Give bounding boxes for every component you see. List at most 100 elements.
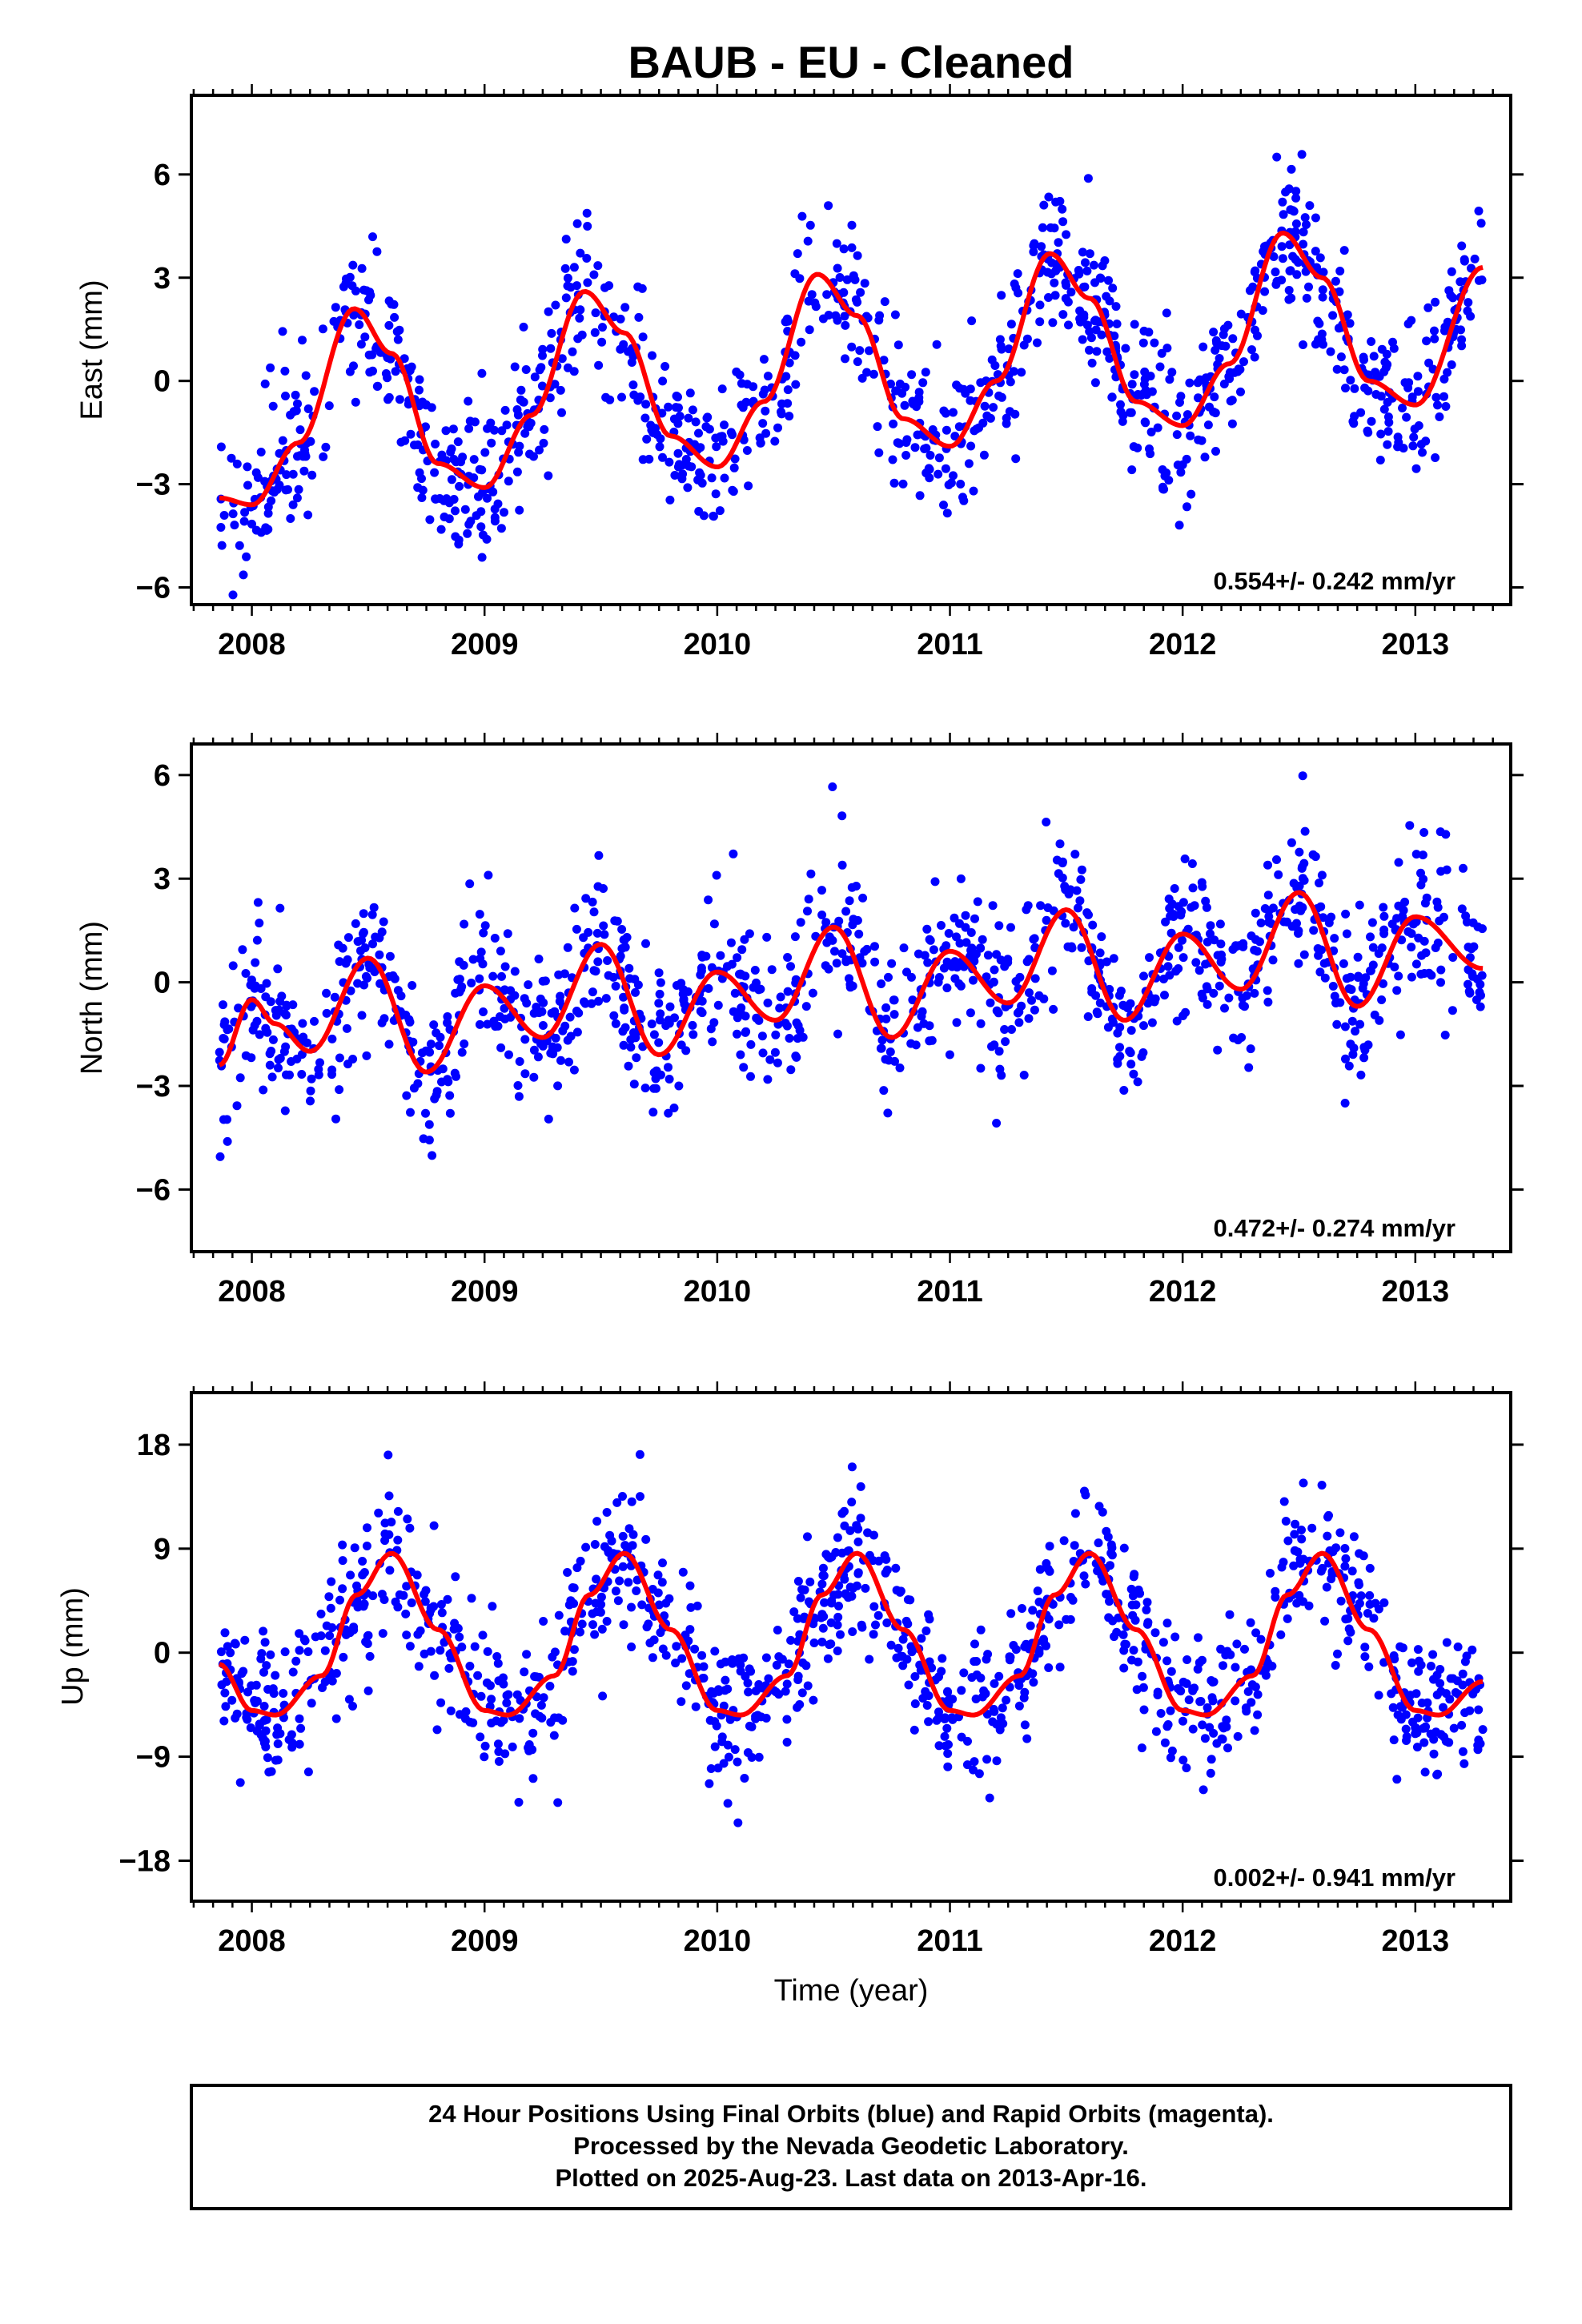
north-data-point [877, 1035, 887, 1045]
up-data-point [1261, 1671, 1271, 1680]
north-data-point [989, 977, 998, 987]
east-data-point [1328, 311, 1338, 320]
east-data-point [1311, 247, 1320, 256]
north-data-point [520, 1069, 530, 1079]
up-data-point [882, 1566, 892, 1574]
east-data-point [365, 368, 375, 377]
east-data-point [1108, 283, 1118, 293]
north-data-point [570, 903, 580, 913]
up-data-point [728, 1659, 737, 1668]
up-data-point [992, 1756, 1002, 1766]
up-data-point [1429, 1749, 1439, 1759]
up-data-point [1006, 1609, 1016, 1618]
north-data-point [1344, 1061, 1354, 1071]
east-data-point [628, 380, 638, 390]
north-data-point [292, 1054, 302, 1063]
up-data-point [818, 1623, 828, 1633]
up-data-point [1182, 1679, 1191, 1688]
north-data-point [1129, 1069, 1138, 1079]
east-data-point [1285, 266, 1295, 275]
up-data-point [934, 1707, 943, 1717]
east-data-point [1299, 227, 1308, 237]
east-data-point [251, 525, 261, 535]
north-data-point [503, 929, 512, 939]
up-data-point [602, 1617, 612, 1626]
east-data-point [934, 469, 943, 479]
east-data-point [500, 405, 510, 415]
north-data-point [656, 1009, 665, 1019]
up-data-point [904, 1680, 913, 1690]
up-data-point [273, 1755, 283, 1765]
up-data-point [1365, 1599, 1375, 1609]
north-data-point [504, 1050, 513, 1059]
up-data-point [1317, 1481, 1327, 1490]
north-data-point [925, 1021, 934, 1031]
up-data-point [1251, 1628, 1261, 1638]
east-data-point [803, 236, 813, 246]
north-data-point [783, 987, 793, 996]
north-data-point [1403, 927, 1413, 936]
up-data-point [1279, 1497, 1289, 1506]
north-data-point [746, 1072, 755, 1081]
north-data-point [1242, 991, 1251, 1000]
up-data-point [287, 1743, 297, 1752]
east-data-point [1178, 460, 1187, 469]
east-data-point [1430, 334, 1439, 344]
up-data-point [492, 1716, 501, 1726]
up-data-point [1044, 1663, 1054, 1672]
east-data-point [874, 448, 884, 457]
north-data-point [1145, 953, 1154, 963]
up-data-point [1178, 1716, 1187, 1726]
north-data-point [669, 1104, 679, 1112]
up-data-point [1162, 1618, 1172, 1628]
up-data-point [927, 1663, 937, 1673]
north-data-point [476, 954, 485, 963]
up-data-point [723, 1740, 733, 1750]
up-data-point [869, 1602, 879, 1611]
north-data-point [560, 1021, 570, 1031]
up-data-point [1267, 1662, 1277, 1671]
north-data-point [241, 1051, 251, 1060]
north-data-point [1475, 987, 1484, 997]
up-data-point [1223, 1743, 1232, 1753]
north-data-point [1287, 838, 1296, 847]
north-data-point [510, 991, 520, 1000]
up-data-point [1408, 1717, 1417, 1727]
east-data-point [712, 442, 721, 452]
north-data-point [986, 998, 995, 1007]
up-data-point [910, 1672, 920, 1681]
up-data-point [990, 1707, 999, 1716]
north-data-point [1025, 988, 1034, 998]
up-data-point [1428, 1650, 1438, 1659]
north-data-point [359, 980, 369, 990]
north-data-point [408, 981, 417, 990]
east-data-point [954, 422, 964, 432]
east-data-point [1399, 444, 1408, 453]
north-data-point [855, 953, 865, 963]
north-data-point [1469, 942, 1479, 951]
east-data-point [441, 426, 451, 436]
east-data-point [452, 457, 461, 467]
east-xtick-label: 2008 [218, 628, 286, 661]
up-data-point [591, 1598, 600, 1608]
north-data-point [1113, 1028, 1122, 1038]
up-data-point [836, 1630, 845, 1639]
up-data-point [784, 1659, 793, 1669]
east-data-point [770, 436, 780, 446]
north-data-point [404, 1015, 414, 1024]
up-data-point [705, 1779, 714, 1788]
north-data-point [736, 1007, 745, 1016]
east-data-point [1416, 440, 1426, 449]
north-data-point [1341, 1054, 1350, 1063]
east-data-point [560, 263, 570, 273]
east-data-point [1221, 341, 1231, 351]
up-data-point [473, 1671, 483, 1680]
east-data-point [1010, 279, 1019, 288]
east-data-point [537, 381, 547, 391]
east-data-point [270, 488, 279, 497]
east-data-point [1284, 184, 1294, 194]
north-data-point [987, 1042, 996, 1051]
up-ytick-label: 9 [154, 1533, 171, 1566]
up-data-point [1297, 1526, 1306, 1534]
east-xtick-label: 2009 [451, 628, 519, 661]
